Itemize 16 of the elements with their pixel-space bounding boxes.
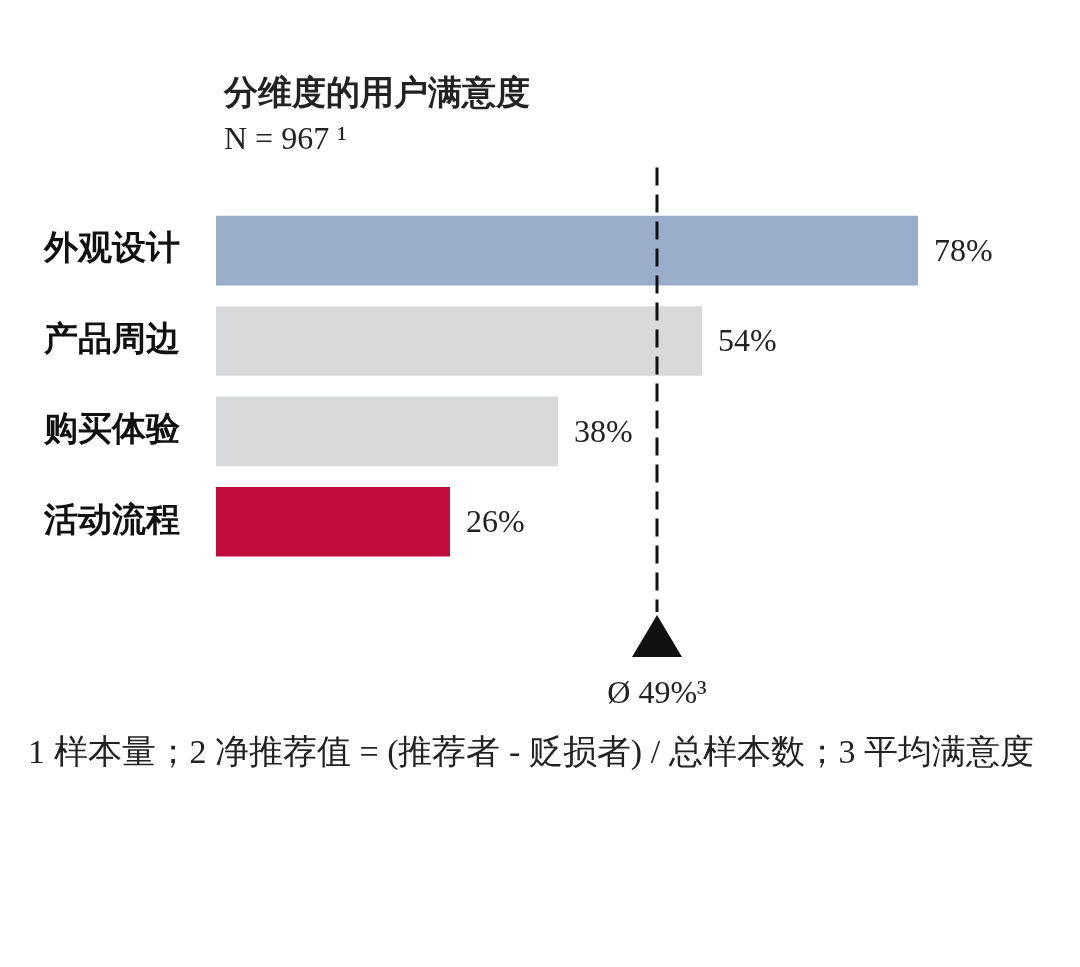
data-label: 38% (574, 412, 633, 449)
bar (216, 396, 558, 467)
y-tick-label: 活动流程 (43, 500, 180, 538)
data-label: 54% (718, 322, 777, 359)
text: 1 样本量；2 净推荐值 = (推荐者 - 贬损者) / 总样本数；3 平均满意度 (28, 732, 1036, 772)
data-label: 78% (934, 232, 993, 269)
y-tick-label: 购买体验 (43, 410, 181, 448)
data-label: 26% (466, 503, 525, 540)
bar (216, 487, 450, 557)
y-tick-label: 外观设计 (43, 229, 180, 267)
y-tick-label: 产品周边 (43, 319, 180, 357)
bar (216, 306, 702, 376)
bar (216, 215, 918, 286)
chart-title: 分维度的用户满意度 (224, 73, 531, 113)
chart-subtitle: N = 967 ¹ (224, 120, 348, 157)
ref-line-label: Ø 49%³ (607, 674, 707, 711)
